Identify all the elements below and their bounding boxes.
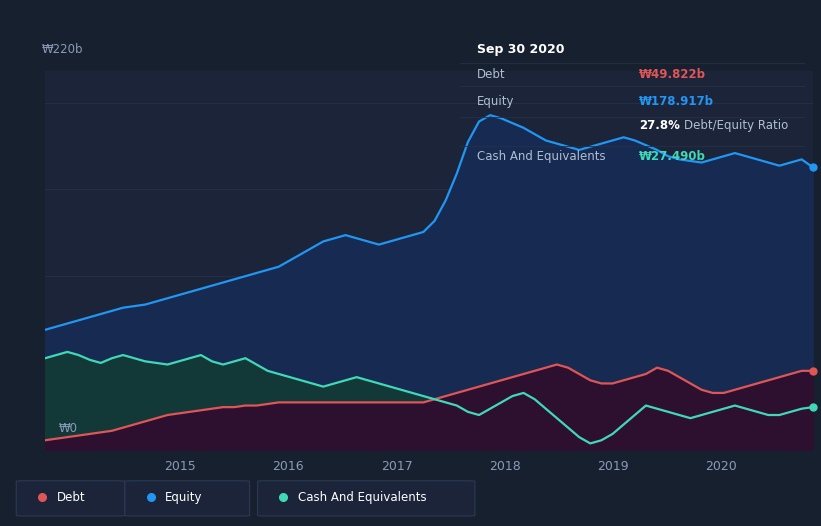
Text: ₩178.917b: ₩178.917b — [639, 95, 714, 108]
Text: Equity: Equity — [477, 95, 515, 108]
Text: Sep 30 2020: Sep 30 2020 — [477, 43, 565, 56]
Text: ₩0: ₩0 — [59, 421, 78, 434]
FancyBboxPatch shape — [16, 481, 125, 516]
Text: Cash And Equivalents: Cash And Equivalents — [298, 491, 426, 503]
FancyBboxPatch shape — [258, 481, 475, 516]
Text: 27.8%: 27.8% — [639, 119, 680, 132]
FancyBboxPatch shape — [125, 481, 250, 516]
Text: ₩49.822b: ₩49.822b — [639, 68, 706, 81]
Text: Debt: Debt — [477, 68, 506, 81]
Text: Debt: Debt — [57, 491, 85, 503]
Text: Equity: Equity — [165, 491, 203, 503]
Text: Debt/Equity Ratio: Debt/Equity Ratio — [684, 119, 788, 132]
Text: ₩27.490b: ₩27.490b — [639, 150, 706, 164]
Text: Cash And Equivalents: Cash And Equivalents — [477, 150, 606, 164]
Text: ₩220b: ₩220b — [41, 43, 83, 56]
